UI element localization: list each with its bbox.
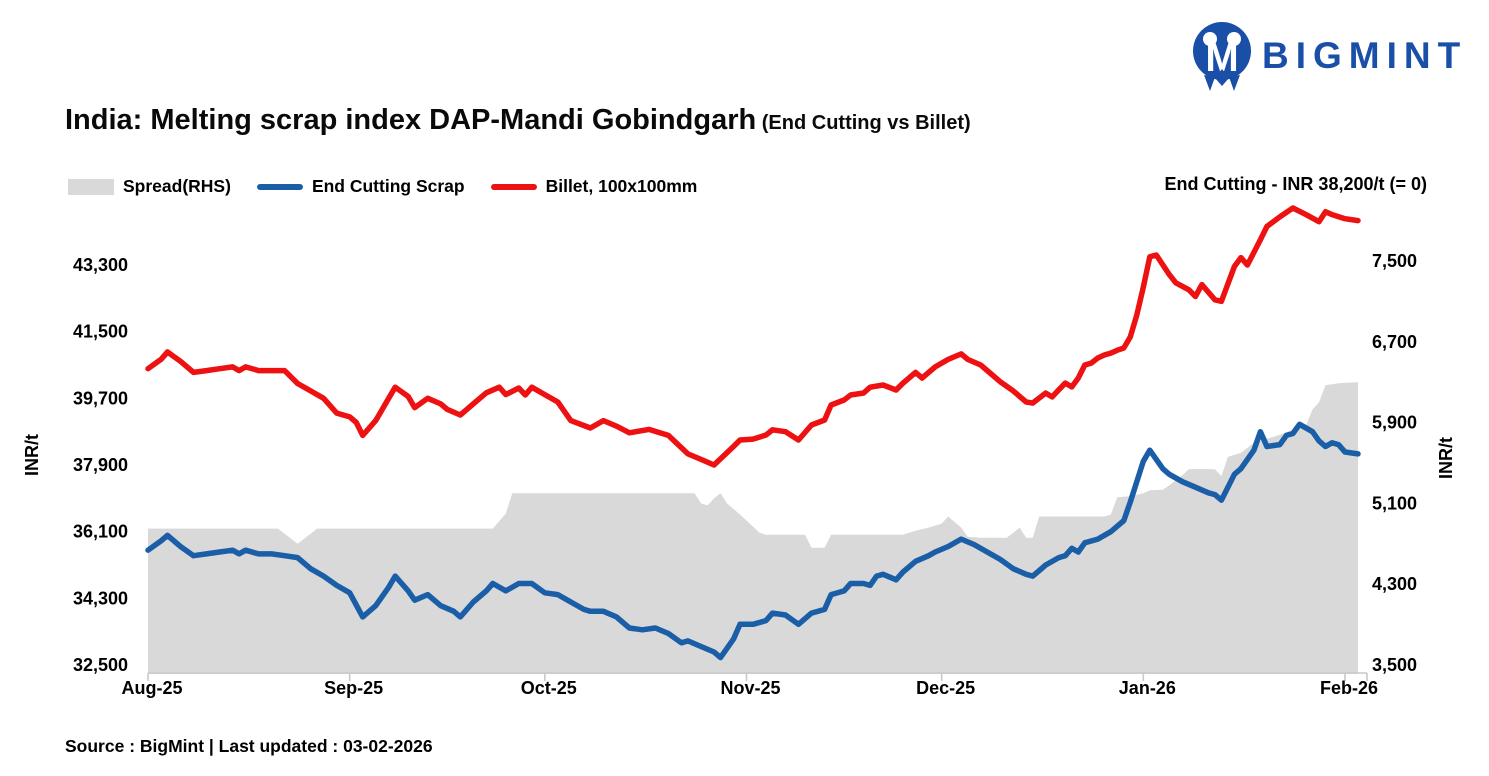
chart-title-main: India: Melting scrap index DAP-Mandi Gob… [65,104,757,136]
left-axis-tick-label: 36,100 [73,522,128,542]
right-axis-tick-label: 6,700 [1372,332,1417,352]
right-axis-tick-label: 7,500 [1372,251,1417,271]
end-cutting-line-swatch [256,183,303,190]
x-axis-tick-label: Feb-26 [1320,678,1378,698]
right-axis-tick-label: 4,300 [1372,574,1417,594]
x-axis-tick-label: Nov-25 [720,678,780,698]
bigmint-logo: M BIGMINT [1190,20,1467,92]
left-axis-tick-label: 37,900 [73,455,128,475]
x-axis-tick-label: Oct-25 [521,678,577,698]
billet-line-swatch [490,183,537,190]
left-axis-tick-label: 32,500 [73,655,128,675]
spread-area-series [148,382,1358,674]
legend-item-billet: Billet, 100x100mm [490,176,698,197]
latest-value-annotation: End Cutting - INR 38,200/t (= 0) [1164,174,1427,194]
chart-title-sub: (End Cutting vs Billet) [756,112,971,134]
right-axis-title: INR/t [1436,437,1456,479]
chart-title: India: Melting scrap index DAP-Mandi Gob… [65,104,971,137]
x-axis-tick-label: Dec-25 [916,678,975,698]
right-axis-tick-label: 5,900 [1372,413,1417,433]
left-axis-title: INR/t [22,434,42,476]
left-axis-tick-label: 39,700 [73,388,128,408]
x-axis-tick-label: Jan-26 [1119,678,1176,698]
bigmint-m-face-icon: M [1193,22,1251,91]
right-axis-tick-label: 3,500 [1372,655,1417,675]
logo-wordmark: BIGMINT [1262,35,1468,76]
billet-line-series [145,205,1361,468]
legend-label-end-cutting: End Cutting Scrap [311,176,465,196]
right-axis-tick-label: 5,100 [1372,493,1417,513]
source-note: Source : BigMint | Last updated : 03-02-… [65,736,433,756]
x-axis-tick-label: Sep-25 [324,678,383,698]
legend-item-end-cutting: End Cutting Scrap [256,176,465,197]
legend-item-spread: Spread(RHS) [68,176,231,197]
legend-label-spread: Spread(RHS) [123,176,231,196]
spread-area-swatch [68,178,114,195]
legend-label-billet: Billet, 100x100mm [545,176,698,196]
left-axis-tick-label: 34,300 [73,588,128,608]
left-axis-tick-label: 43,300 [73,255,128,275]
end-cutting-line-series [145,421,1361,661]
x-axis-tick-label: Aug-25 [121,678,182,698]
left-axis-tick-label: 41,500 [73,322,128,342]
chart-legend: Spread(RHS) End Cutting Scrap Billet, 10… [68,176,723,197]
